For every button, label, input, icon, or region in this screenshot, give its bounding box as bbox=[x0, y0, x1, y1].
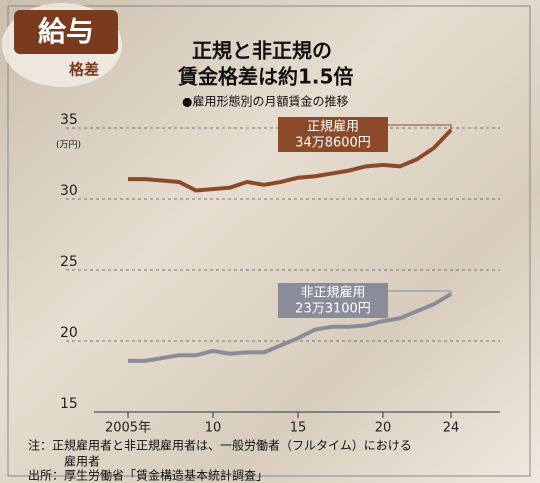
badge-text: 給与 bbox=[38, 15, 94, 48]
annotation-box bbox=[278, 117, 388, 152]
leader-line bbox=[388, 290, 452, 294]
y-axis-label: (万円) bbox=[56, 140, 81, 151]
chart-title: 正規と非正規の bbox=[192, 39, 332, 63]
x-tick-label: 24 bbox=[443, 421, 460, 436]
y-tick-label: 15 bbox=[60, 396, 78, 412]
note: 雇用者 bbox=[64, 454, 100, 469]
legend-label: 正規雇用 bbox=[307, 119, 359, 135]
x-tick-label: 2005年 bbox=[105, 421, 151, 436]
leader-line bbox=[388, 124, 452, 130]
badge bbox=[14, 10, 118, 54]
series-line bbox=[128, 292, 453, 363]
note: 注：正規雇用者と非正規雇用者は、一般労働者（フルタイム）における bbox=[28, 438, 412, 453]
series-line bbox=[128, 128, 453, 193]
annotation-box bbox=[278, 283, 388, 318]
x-tick-label: 20 bbox=[375, 421, 392, 436]
badge-sub: 格差 bbox=[69, 61, 99, 79]
note: 出所：厚生労働省「賃金構造基本統計調査」 bbox=[28, 468, 268, 483]
legend-label: 非正規雇用 bbox=[300, 285, 365, 301]
x-tick-label: 15 bbox=[290, 421, 307, 436]
y-tick-label: 30 bbox=[60, 183, 78, 199]
y-tick-label: 25 bbox=[60, 254, 78, 270]
subtitle: ●雇用形態別の月額賃金の推移 bbox=[182, 94, 348, 109]
x-tick-label: 10 bbox=[205, 421, 222, 436]
frame bbox=[7, 5, 531, 477]
chart-title: 賃金格差は約1.5倍 bbox=[177, 65, 353, 89]
y-tick-label: 20 bbox=[60, 325, 78, 341]
data-label: 23万3100円 bbox=[295, 302, 371, 317]
y-tick-label: 35 bbox=[60, 112, 78, 128]
data-label: 34万8600円 bbox=[295, 136, 371, 151]
